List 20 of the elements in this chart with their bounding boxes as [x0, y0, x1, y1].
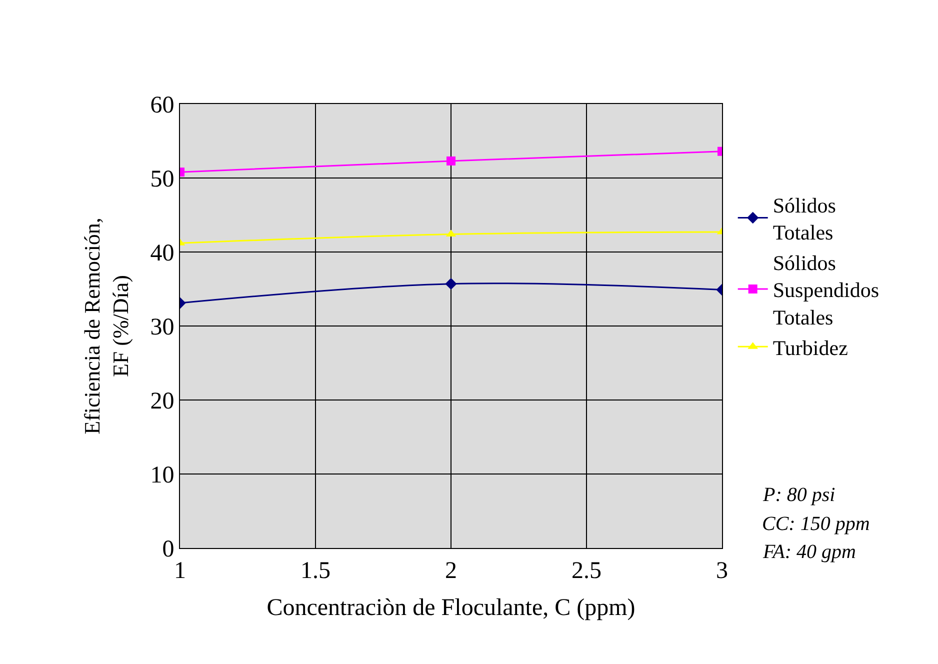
- text: FA: 40 gpm: [762, 541, 856, 563]
- x-tick-label: 1: [174, 558, 186, 584]
- y-tick-label: 0: [162, 536, 174, 562]
- y-tick-label: 30: [150, 314, 174, 340]
- x-tick-label: 1.5: [300, 558, 330, 584]
- y-tick-label: 20: [150, 388, 174, 414]
- y-tick-label: 40: [150, 240, 174, 266]
- legend-label: Sólidos Suspendidos Totales: [772, 250, 880, 330]
- x-tick-label: 2: [445, 558, 457, 584]
- y-tick-label: 50: [150, 166, 174, 192]
- x-tick-label: 3: [716, 558, 728, 584]
- x-tick-label: 2.5: [572, 558, 602, 584]
- y-tick-label: 10: [150, 462, 174, 488]
- text: CC: 150 ppm: [762, 513, 870, 535]
- legend-label: Turbidez: [772, 336, 848, 360]
- legend-label: Sólidos Totales: [772, 193, 836, 245]
- y-axis-title: Eficiencia de Remoción, EF (%/Día): [79, 218, 133, 434]
- y-tick-label: 60: [150, 92, 174, 118]
- x-axis-title: Concentraciòn de Floculante, C (ppm): [266, 595, 636, 622]
- text: P: 80 psi: [762, 484, 836, 506]
